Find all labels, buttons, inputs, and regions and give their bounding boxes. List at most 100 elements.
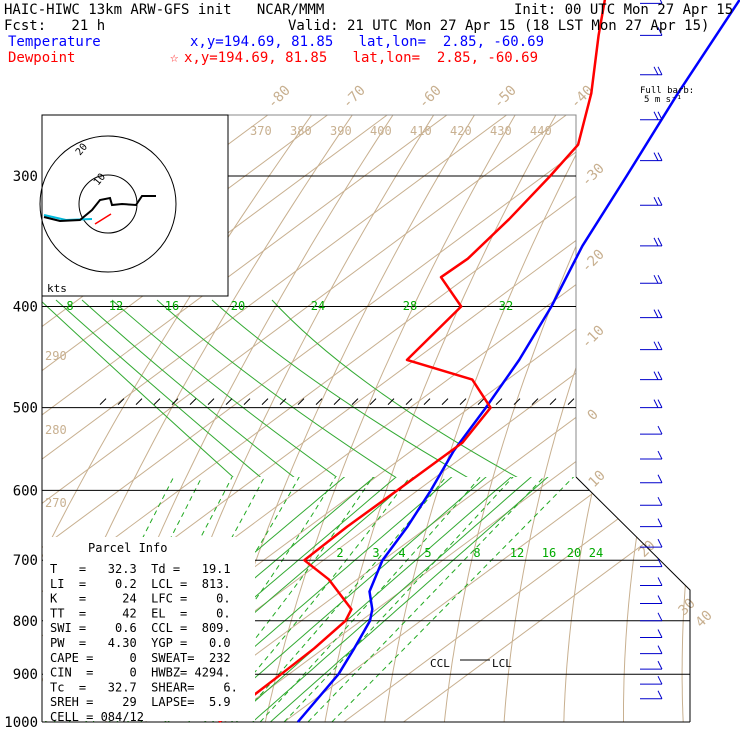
dry-adiabat: [236, 115, 435, 477]
pressure-tick-label: 200: [13, 0, 38, 1]
mixing-ratio-label: 5: [424, 546, 431, 560]
wind-barb: [640, 341, 663, 351]
pressure-tick-label: 500: [13, 401, 38, 417]
wind-barb: [640, 595, 663, 604]
freezing-level-hatch: [405, 398, 413, 406]
freezing-level-hatch: [297, 398, 305, 406]
wind-barb: [640, 197, 663, 206]
barb-feather: [653, 399, 659, 408]
dry-adiabat: [339, 115, 516, 477]
freezing-level-hatch: [315, 398, 323, 406]
freezing-level-hatch: [207, 398, 215, 406]
mixing-ratio-label: 8: [66, 299, 73, 313]
barb-feather: [653, 197, 659, 206]
freezing-level-hatch: [513, 398, 521, 406]
barb-feather: [657, 450, 663, 460]
mixing-ratio-label: 4: [398, 546, 405, 560]
barb-feather: [653, 111, 659, 120]
wind-barbs: [640, 0, 663, 700]
barb-feather: [657, 629, 663, 638]
dewpoint-profile: [218, 0, 607, 723]
barb-feather: [657, 27, 663, 36]
wind-barb: [640, 399, 663, 409]
isotherm-line: [196, 195, 576, 477]
wind-barb: [640, 371, 663, 381]
barb-feather: [657, 111, 663, 120]
pressure-tick-label: 900: [13, 667, 38, 683]
wind-barb: [640, 66, 663, 76]
barb-feather: [657, 309, 663, 318]
dry-adiabat: [83, 115, 313, 477]
moist-adiabat: [235, 477, 501, 722]
model-title: HAIC-HIWC 13km ARW-GFS init NCAR/MMM: [4, 2, 325, 18]
wind-barb: [640, 425, 663, 435]
parcel-info-row: CAPE = 0 SWEAT= 232: [50, 651, 231, 665]
storm-motion-vector: [94, 213, 112, 225]
parcel-info-panel: Parcel Info T = 32.3 Td = 19.1LI = 0.2 LC…: [43, 537, 255, 724]
wind-barb: [640, 629, 663, 638]
mixing-ratio-line: [230, 477, 592, 722]
theta-label: 370: [250, 124, 272, 138]
barb-feather: [657, 399, 663, 408]
pressure-tick-label: 300: [13, 169, 38, 185]
barb-feather: [657, 690, 663, 699]
freezing-level-hatch: [351, 398, 359, 406]
dry-adiabat: [264, 477, 690, 722]
barb-feather: [653, 237, 659, 247]
barb-feather: [657, 237, 663, 247]
mixing-ratio-label: 16: [165, 299, 179, 313]
wind-barb: [640, 645, 663, 655]
barb-legend-title: Full barb:: [640, 86, 695, 96]
mixing-ratio-label: 16: [542, 546, 556, 560]
wind-barb: [640, 496, 663, 506]
freezing-level-hatch: [567, 398, 575, 406]
moist-adiabat: [283, 477, 577, 722]
wind-barb: [640, 690, 663, 700]
upper-grid: [42, 115, 576, 477]
dry-adiabat: [492, 244, 576, 477]
pressure-tick-label: 1000: [4, 715, 38, 731]
barb-feather: [657, 595, 663, 604]
isotherm-line: [76, 115, 568, 477]
ccl-label: CCL: [430, 657, 450, 670]
theta-label: 440: [530, 124, 552, 138]
wind-barb: [640, 274, 663, 284]
theta-label: 290: [45, 349, 67, 363]
wind-barb: [640, 0, 663, 4]
barb-feather: [657, 371, 663, 380]
freezing-level-hatch: [477, 398, 485, 406]
parcel-info-row: SREH = 29 LAPSE= 5.9: [50, 695, 231, 709]
dry-adiabat: [623, 477, 690, 722]
mixing-ratio-label: 12: [510, 546, 524, 560]
dry-adiabat: [503, 477, 690, 722]
hodograph-trace: [43, 195, 156, 223]
wind-barb: [640, 111, 663, 121]
mixing-ratio-line: [252, 477, 611, 722]
mixing-ratio-line: [156, 299, 397, 477]
barb-feather: [653, 66, 659, 76]
mixing-ratio-label: 20: [567, 546, 581, 560]
theta-label: 400: [370, 124, 392, 138]
barb-feather: [653, 309, 659, 318]
isotherm-line: [224, 477, 690, 722]
dry-adiabat: [681, 477, 690, 722]
freezing-level-hatch: [369, 398, 377, 406]
valid-time: Valid: 21 UTC Mon 27 Apr 15 (18 LST Mon …: [288, 18, 710, 34]
pressure-tick-label: 400: [13, 299, 38, 315]
barb-feather: [653, 371, 659, 380]
barb-feather: [657, 518, 663, 527]
freezing-level-hatch: [153, 398, 161, 406]
wind-barb: [640, 450, 663, 460]
barb-legend-units: 5 m s⁻¹: [644, 95, 682, 105]
freezing-level-hatch: [171, 398, 179, 406]
temperature-profile: [296, 0, 740, 723]
barb-feather: [657, 341, 663, 350]
wind-barb: [640, 309, 663, 319]
temperature-legend: Temperature: [8, 34, 101, 50]
dewpoint-legend: Dewpoint: [8, 50, 76, 66]
barb-feather: [659, 0, 663, 4]
dry-adiabat: [287, 115, 476, 477]
barb-feather: [657, 660, 663, 670]
barb-feather: [657, 197, 663, 206]
